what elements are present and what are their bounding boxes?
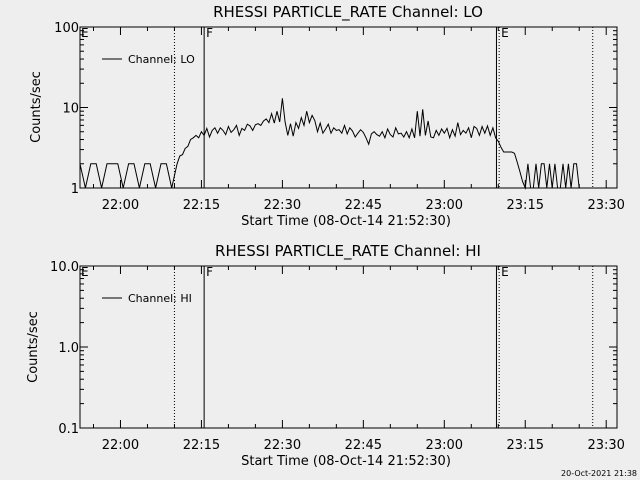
event-marker-label: E (501, 26, 509, 40)
x-tick-label: 23:00 (426, 438, 463, 453)
panel-lo: RHESSI PARTICLE_RATE Channel: LO Counts/… (29, 3, 625, 229)
panel-hi: RHESSI PARTICLE_RATE Channel: HI Counts/… (26, 242, 625, 469)
x-tick-label: 23:30 (587, 198, 624, 213)
panel-lo-ylabel: Counts/sec (29, 71, 44, 143)
panel-hi-tick-marks (80, 265, 617, 429)
x-tick-label: 22:00 (102, 438, 139, 453)
x-tick-label: 23:00 (426, 198, 463, 213)
panel-hi-legend: Channel: HI (102, 292, 192, 305)
panel-hi-title: RHESSI PARTICLE_RATE Channel: HI (215, 242, 481, 261)
x-tick-label: 22:00 (102, 198, 139, 213)
panel-lo-legend: Channel: LO (102, 53, 195, 66)
panel-lo-x-tick-labels: 22:00 22:15 22:30 22:45 23:00 23:15 23:30 (102, 198, 625, 213)
panel-hi-xlabel: Start Time (08-Oct-14 21:52:30) (241, 454, 451, 469)
panel-lo-title: RHESSI PARTICLE_RATE Channel: LO (213, 3, 483, 22)
panel-lo-corner-flag: E (81, 26, 89, 40)
x-tick-label: 22:15 (183, 438, 220, 453)
y-tick-label: 0.1 (58, 422, 79, 437)
event-marker-label: F (206, 265, 213, 279)
event-marker-label: F (206, 26, 213, 40)
series-line-lo (79, 98, 580, 190)
panel-hi-x-tick-labels: 22:00 22:15 22:30 22:45 23:00 23:15 23:30 (102, 438, 625, 453)
y-tick-label: 10.0 (50, 260, 79, 275)
panel-lo-y-tick-labels: 1 10 100 (54, 21, 79, 197)
panel-hi-y-tick-labels: 0.1 1.0 10.0 (50, 260, 79, 437)
x-tick-label: 23:15 (507, 198, 544, 213)
event-marker-label: E (501, 265, 509, 279)
panel-lo-series (79, 98, 580, 190)
panel-hi-ylabel: Counts/sec (26, 311, 41, 383)
x-tick-label: 22:45 (345, 438, 382, 453)
x-tick-label: 22:30 (264, 438, 301, 453)
panel-lo-xlabel: Start Time (08-Oct-14 21:52:30) (241, 214, 451, 229)
panel-lo-legend-label: Channel: LO (128, 53, 195, 66)
x-tick-label: 22:45 (345, 198, 382, 213)
y-tick-label: 1.0 (58, 341, 79, 356)
y-tick-label: 100 (54, 21, 79, 36)
y-tick-label: 10 (62, 102, 79, 117)
panel-hi-frame (79, 265, 618, 429)
y-tick-label: 1 (71, 182, 79, 197)
x-tick-label: 22:15 (183, 198, 220, 213)
x-tick-label: 23:30 (587, 438, 624, 453)
x-tick-label: 22:30 (264, 198, 301, 213)
panel-hi-legend-label: Channel: HI (128, 292, 192, 305)
panel-hi-corner-flag: E (81, 265, 89, 279)
x-tick-label: 23:15 (507, 438, 544, 453)
panel-lo-frame (79, 26, 618, 189)
footer-timestamp: 20-Oct-2021 21:38 (561, 469, 637, 478)
